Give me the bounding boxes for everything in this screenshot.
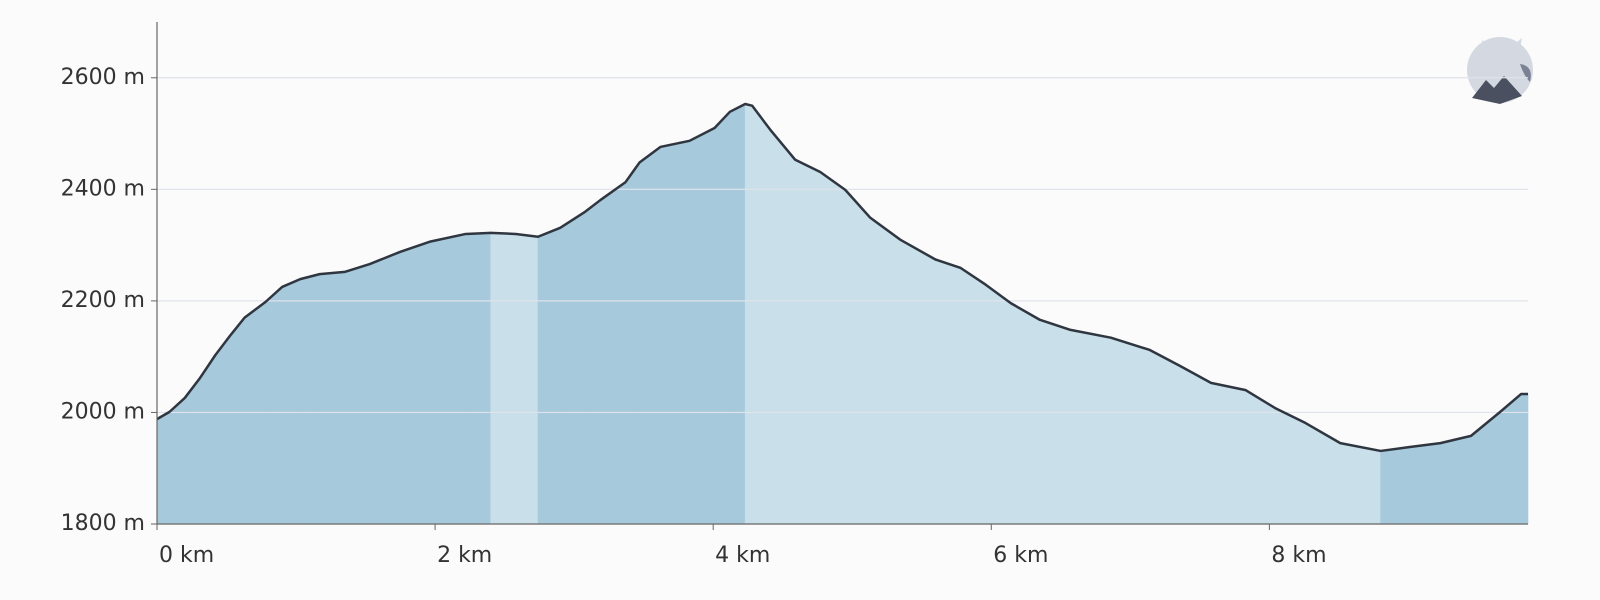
area-slice [794, 159, 821, 525]
y-tick-label: 2200 m [61, 288, 145, 313]
area-slice [639, 146, 661, 525]
area-slice [625, 161, 640, 525]
area-slice [156, 411, 170, 525]
logo-ear [1482, 40, 1492, 58]
area-slice [199, 354, 216, 525]
elevation-line [156, 102, 1528, 453]
area-slice [559, 211, 586, 525]
area-slice [184, 376, 201, 525]
area-slice [537, 227, 561, 525]
y-tick-label: 1800 m [61, 511, 145, 536]
area-slice [751, 104, 771, 525]
area-slice [689, 127, 715, 525]
area-slice [1470, 411, 1501, 525]
area-slice [1149, 349, 1181, 525]
area-slice [584, 199, 601, 525]
area-slice [1274, 407, 1306, 525]
area-slice [1520, 393, 1529, 525]
y-tick-label: 2600 m [61, 65, 145, 90]
area-slice [1039, 319, 1071, 525]
y-tick-label: 2400 m [61, 176, 145, 201]
area-slice [1499, 393, 1522, 525]
x-tick-label: 6 km [993, 543, 1048, 568]
area-slice [714, 111, 731, 525]
x-tick-label: 8 km [1271, 543, 1326, 568]
area-slice [299, 273, 320, 525]
area-slice [660, 140, 690, 525]
area-slice [600, 181, 626, 525]
area-slice [935, 259, 961, 525]
area-slice [400, 241, 430, 525]
area-slice [819, 171, 846, 525]
area-slice [744, 103, 753, 525]
area-slice [169, 397, 186, 525]
logo-mountain [1472, 76, 1522, 104]
area-slice [319, 271, 346, 525]
area-slice [900, 239, 936, 525]
area-slice [429, 233, 466, 525]
area-slice [1245, 389, 1276, 525]
area-slice [490, 232, 517, 525]
area-slice [1339, 442, 1381, 525]
area-slice [1010, 302, 1041, 525]
plot [156, 77, 1529, 525]
area-slice [369, 251, 401, 525]
area-slice [1180, 365, 1212, 525]
area-slice [844, 189, 871, 525]
area-slice [985, 284, 1012, 525]
logo-tail [1520, 64, 1531, 82]
area-slice [465, 232, 492, 525]
area-slice [344, 263, 371, 525]
area-slice [1110, 337, 1151, 525]
area-slice [1305, 422, 1341, 525]
x-tick-label: 2 km [437, 543, 492, 568]
area-slice [215, 334, 231, 525]
area-slice [870, 217, 902, 525]
area-slice [1440, 435, 1472, 525]
area-slice [265, 286, 283, 525]
area-slice [1070, 329, 1112, 525]
logo-ear [1510, 38, 1522, 58]
area-slice [281, 278, 301, 525]
y-tick-label: 2000 m [61, 399, 145, 424]
area-slice [729, 103, 746, 525]
area-slice [1380, 446, 1411, 525]
area-slice [230, 316, 245, 525]
x-tick-label: 0 km [159, 543, 214, 568]
area-slice [515, 233, 539, 525]
area-slice [960, 267, 987, 525]
logo [1467, 37, 1533, 104]
x-tick-label: 4 km [715, 543, 770, 568]
area-slice [1409, 442, 1441, 525]
area-slice [1210, 382, 1247, 525]
